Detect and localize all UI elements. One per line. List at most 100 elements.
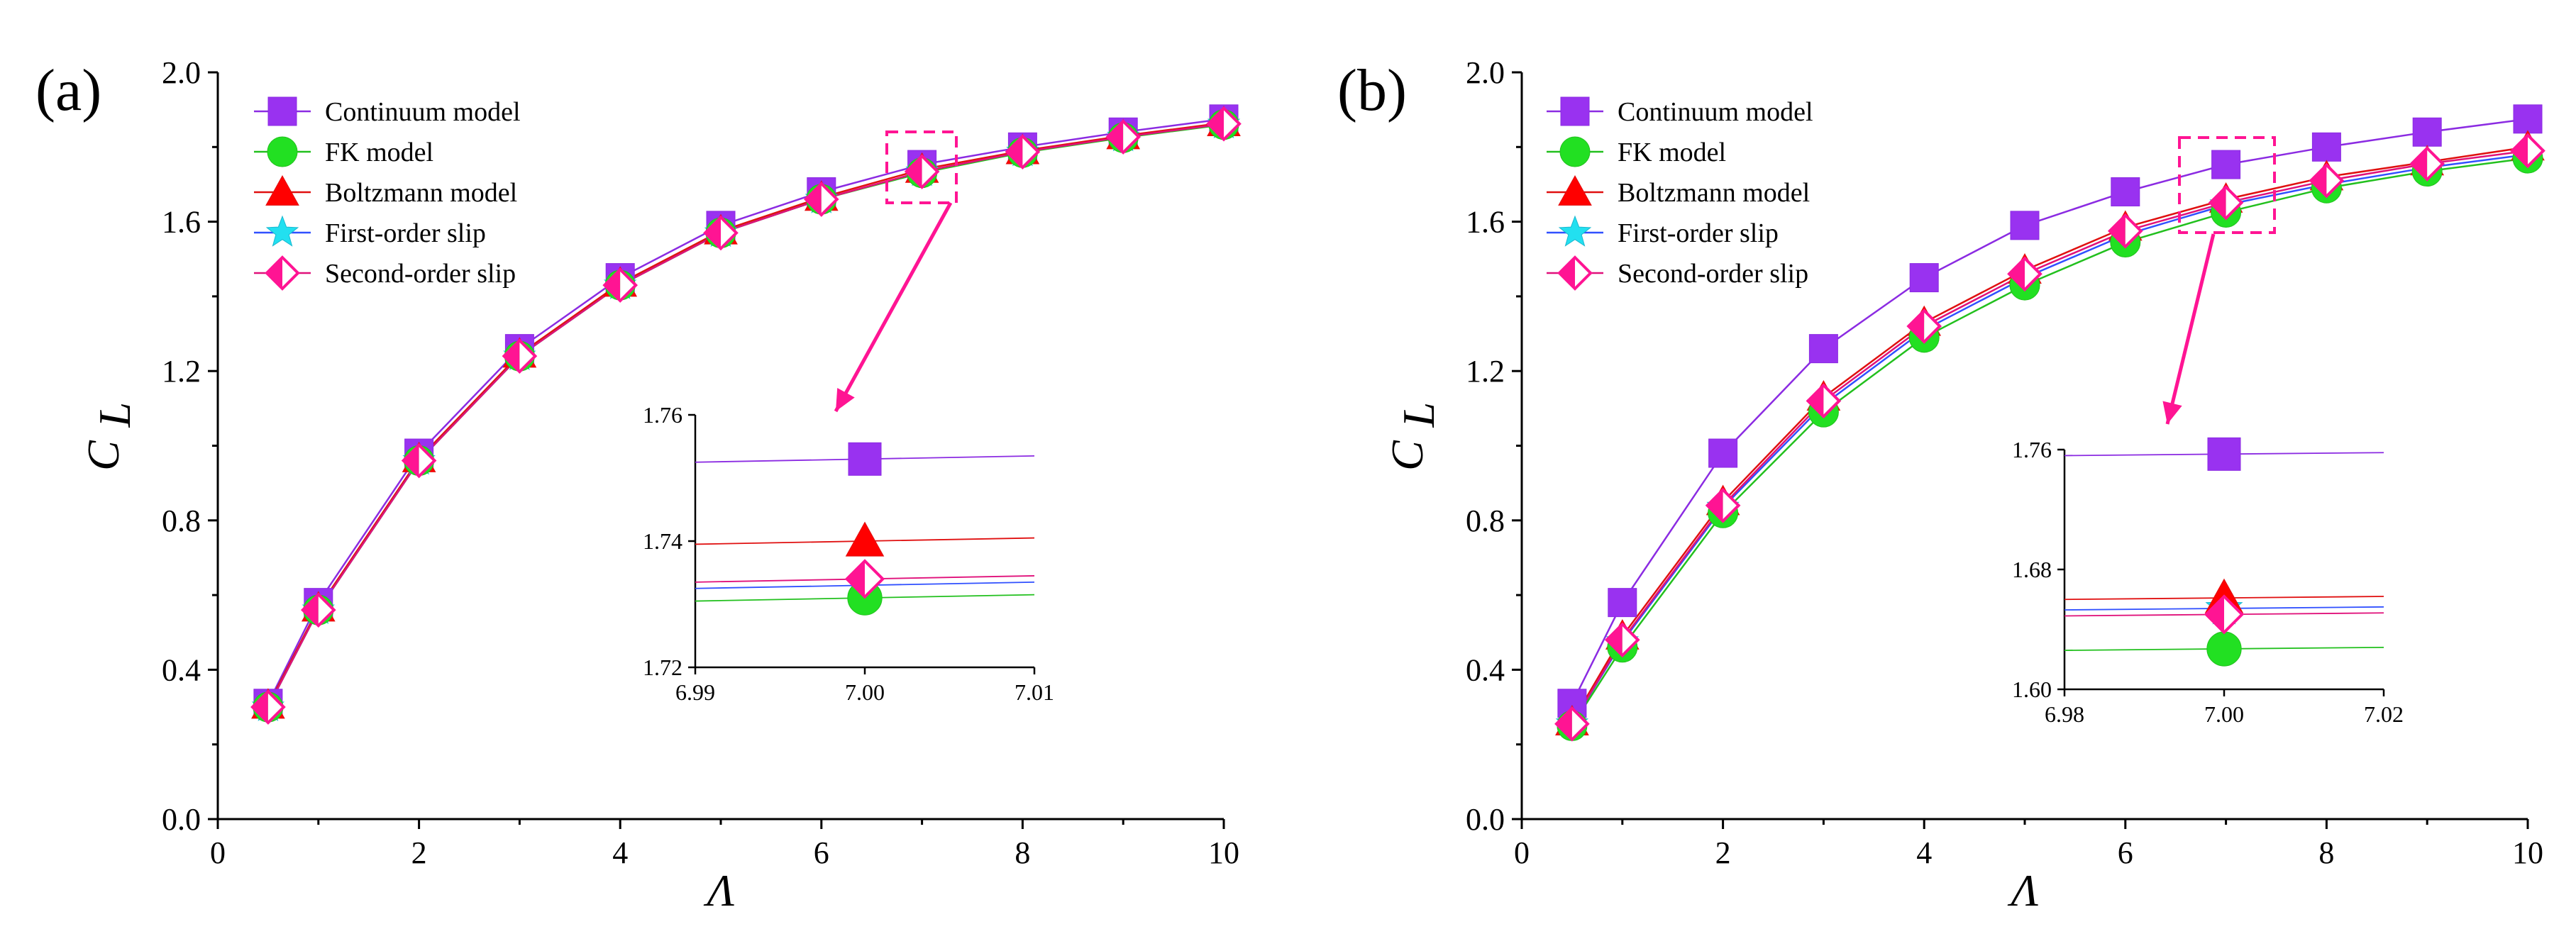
y-tick-label: 1.2 <box>162 354 201 389</box>
point-second-order-slip-outline <box>1806 383 1842 419</box>
point-second-order-slip-open-half <box>2427 148 2443 179</box>
point-second-order-slip <box>904 154 940 189</box>
point-second-order-slip <box>2309 162 2345 199</box>
point-second-order-slip <box>803 182 839 217</box>
y-tick-label: 2.0 <box>1466 55 1505 90</box>
inset: 6.98 7.00 7.02 1.60 1.68 1.76 <box>2012 437 2404 727</box>
point-second-order-slip-open-half <box>1924 311 1940 343</box>
x-tick-label: 6 <box>814 835 829 870</box>
callout-arrow-head <box>836 387 855 411</box>
point-second-order-slip-open-half <box>1823 385 1840 417</box>
point-second-order-slip-filled-half <box>1208 108 1224 140</box>
y-tick-label: 0.8 <box>162 504 201 538</box>
point-second-order-slip <box>1705 487 1741 523</box>
inset-point-second-order-slip-open-half <box>2224 596 2243 633</box>
y-axis-title: CL <box>78 402 140 471</box>
inset-x-tick-label: 6.98 <box>2045 701 2084 727</box>
legend-label-boltzmann-model: Boltzmann model <box>1618 178 1810 208</box>
point-second-order-slip <box>2510 133 2545 169</box>
point-continuum-model <box>2111 177 2140 206</box>
point-second-order-slip-filled-half <box>1606 624 1623 656</box>
legend-marker-second-order-slip-open-half <box>1575 257 1591 289</box>
panel-a: 0 2 4 6 8 10 0.0 0.4 0.8 1.2 1.6 2.0 Λ CL (a) Continuum… <box>35 55 1242 916</box>
point-second-order-slip-filled-half <box>252 691 268 723</box>
point-second-order-slip-filled-half <box>705 217 721 249</box>
point-second-order-slip-outline <box>502 338 538 374</box>
point-continuum-model <box>2513 104 2543 134</box>
point-second-order-slip-outline <box>703 215 739 251</box>
series-line-boltzmann-model <box>267 121 1225 706</box>
inset-y-tick-label: 1.76 <box>2012 437 2052 462</box>
point-second-order-slip-outline <box>1206 106 1242 142</box>
y-axis-title-sub: L <box>1393 402 1444 428</box>
legend-label-second-order-slip: Second-order slip <box>325 259 516 289</box>
point-second-order-slip-open-half <box>318 594 334 626</box>
point-continuum-model <box>2211 150 2241 179</box>
point-second-order-slip-filled-half <box>1908 311 1925 343</box>
y-tick-label: 0.0 <box>162 802 201 837</box>
point-second-order-slip <box>1206 106 1242 142</box>
point-continuum-model <box>2311 132 2341 162</box>
point-second-order-slip-filled-half <box>1007 136 1023 168</box>
series-line-second-order-slip <box>267 123 1225 708</box>
x-tick-label: 6 <box>2118 835 2133 870</box>
point-second-order-slip-outline <box>1604 622 1640 658</box>
point-second-order-slip-outline <box>1005 134 1041 169</box>
point-second-order-slip <box>1906 308 1942 344</box>
point-second-order-slip-filled-half <box>1707 489 1723 521</box>
point-second-order-slip-open-half <box>1723 489 1739 521</box>
point-second-order-slip-outline <box>803 182 839 217</box>
legend-marker-second-order-slip-open-half <box>282 257 298 289</box>
y-tick-label: 0.8 <box>1466 504 1505 538</box>
point-second-order-slip-outline <box>1554 706 1590 742</box>
zoom-box <box>885 130 958 204</box>
point-second-order-slip-outline <box>2510 133 2545 169</box>
inset-x-tick-label: 6.99 <box>675 679 715 705</box>
series-line-first-order-slip <box>267 123 1225 708</box>
legend-label-continuum-model: Continuum model <box>1618 97 1813 127</box>
point-second-order-slip-open-half <box>419 445 435 477</box>
point-second-order-slip <box>300 592 336 628</box>
x-tick-label: 4 <box>1916 835 1932 870</box>
point-second-order-slip-open-half <box>267 691 284 723</box>
y-tick-label: 1.2 <box>1466 354 1505 389</box>
legend-label-fk-model: FK model <box>325 138 433 167</box>
point-second-order-slip-open-half <box>2025 258 2040 290</box>
inset-point-second-order-slip-outline <box>844 559 885 599</box>
inset-point-continuum-model <box>2207 437 2241 471</box>
point-continuum-model <box>2412 117 2442 147</box>
y-tick-label: 0.4 <box>162 652 201 687</box>
x-tick-label: 10 <box>2512 835 2543 870</box>
inset-y-tick-label: 1.72 <box>643 655 682 680</box>
legend: Continuum model FK model Boltzmann model Fi… <box>254 96 521 291</box>
point-second-order-slip-open-half <box>2125 215 2141 247</box>
legend: Continuum model FK model Boltzmann model Fi… <box>1547 96 1813 291</box>
point-second-order-slip <box>703 215 739 251</box>
point-second-order-slip-outline <box>2107 213 2143 249</box>
point-second-order-slip-open-half <box>922 156 938 188</box>
inset-x-tick-label: 7.01 <box>1015 679 1054 705</box>
point-second-order-slip <box>1105 119 1141 155</box>
legend-label-first-order-slip: First-order slip <box>325 218 486 248</box>
y-axis-title-main: C <box>1382 440 1432 471</box>
inset-x-tick-label: 7.02 <box>2364 701 2404 727</box>
point-second-order-slip-filled-half <box>2411 148 2428 179</box>
y-tick-label: 0.0 <box>1466 802 1505 837</box>
legend-marker-second-order-slip-outline <box>1557 255 1593 291</box>
inset-point-boltzmann-model <box>845 521 885 557</box>
panel-label: (a) <box>35 57 101 123</box>
inset-y-tick-label: 1.60 <box>2012 677 2052 702</box>
point-second-order-slip-open-half <box>1123 121 1139 153</box>
legend-marker-second-order-slip-filled-half <box>267 257 282 289</box>
point-second-order-slip-outline <box>1705 487 1741 523</box>
point-second-order-slip-open-half <box>1622 624 1638 656</box>
point-second-order-slip-open-half <box>2226 187 2242 218</box>
point-second-order-slip-open-half <box>2326 165 2343 196</box>
point-second-order-slip-filled-half <box>1107 121 1124 153</box>
x-tick-label: 2 <box>411 835 427 870</box>
legend-label-fk-model: FK model <box>1618 138 1726 167</box>
point-second-order-slip-filled-half <box>2512 135 2528 167</box>
x-tick-label: 10 <box>1208 835 1239 870</box>
point-second-order-slip <box>1806 383 1842 419</box>
y-axis-title-main: C <box>78 440 128 471</box>
